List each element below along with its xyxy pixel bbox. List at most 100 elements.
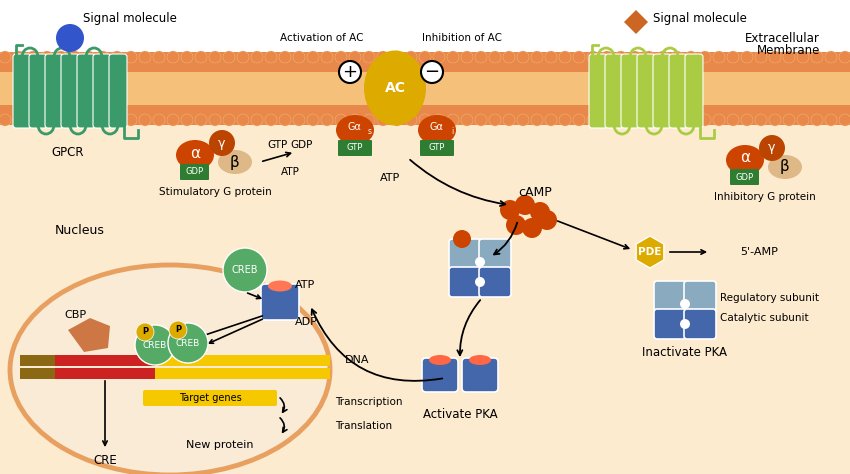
Circle shape	[601, 51, 613, 63]
Circle shape	[755, 114, 767, 126]
Circle shape	[537, 210, 557, 230]
Circle shape	[307, 51, 319, 63]
Text: CBP: CBP	[64, 310, 86, 320]
Bar	[55, 355, 155, 366]
Circle shape	[391, 51, 403, 63]
Circle shape	[522, 218, 542, 238]
Circle shape	[279, 51, 291, 63]
Text: GDP: GDP	[736, 173, 754, 182]
Circle shape	[377, 51, 389, 63]
FancyBboxPatch shape	[605, 54, 623, 128]
Polygon shape	[624, 10, 648, 34]
Ellipse shape	[418, 115, 456, 145]
Circle shape	[83, 51, 95, 63]
Circle shape	[293, 114, 305, 126]
Bar	[20, 355, 330, 366]
Circle shape	[783, 114, 795, 126]
FancyBboxPatch shape	[621, 54, 639, 128]
Circle shape	[181, 51, 193, 63]
Circle shape	[181, 114, 193, 126]
Circle shape	[685, 51, 697, 63]
FancyBboxPatch shape	[684, 309, 716, 339]
Circle shape	[453, 230, 471, 248]
FancyBboxPatch shape	[261, 284, 299, 320]
Circle shape	[657, 51, 669, 63]
Text: i: i	[450, 128, 453, 137]
Circle shape	[363, 114, 375, 126]
Text: GTP: GTP	[428, 144, 445, 153]
Circle shape	[421, 61, 443, 83]
Circle shape	[136, 323, 154, 341]
FancyBboxPatch shape	[730, 169, 759, 185]
Circle shape	[615, 114, 627, 126]
FancyBboxPatch shape	[422, 358, 458, 392]
FancyBboxPatch shape	[684, 281, 716, 311]
FancyBboxPatch shape	[449, 267, 481, 297]
Circle shape	[769, 114, 781, 126]
Circle shape	[811, 51, 823, 63]
FancyBboxPatch shape	[669, 54, 687, 128]
Circle shape	[643, 114, 655, 126]
FancyBboxPatch shape	[653, 54, 671, 128]
Circle shape	[405, 114, 417, 126]
Circle shape	[506, 215, 526, 235]
Circle shape	[13, 51, 25, 63]
Circle shape	[433, 114, 445, 126]
Circle shape	[797, 51, 809, 63]
FancyBboxPatch shape	[13, 54, 31, 128]
Text: Membrane: Membrane	[756, 44, 820, 56]
Text: Inhibitory G protein: Inhibitory G protein	[714, 192, 816, 202]
Circle shape	[223, 51, 235, 63]
Polygon shape	[636, 236, 664, 268]
Text: ATP: ATP	[295, 280, 315, 290]
Text: Gα: Gα	[347, 122, 361, 132]
Bar	[0, 125, 850, 474]
FancyBboxPatch shape	[338, 140, 372, 156]
Circle shape	[167, 114, 179, 126]
Circle shape	[111, 51, 123, 63]
Bar	[0, 52, 850, 72]
Circle shape	[573, 51, 585, 63]
Circle shape	[251, 114, 263, 126]
Circle shape	[55, 114, 67, 126]
Text: cAMP: cAMP	[518, 185, 552, 199]
Circle shape	[755, 51, 767, 63]
Text: γ: γ	[218, 137, 226, 149]
Circle shape	[699, 51, 711, 63]
Ellipse shape	[218, 150, 252, 174]
Circle shape	[657, 114, 669, 126]
Circle shape	[643, 51, 655, 63]
Circle shape	[769, 51, 781, 63]
Circle shape	[461, 51, 473, 63]
Circle shape	[139, 51, 151, 63]
Circle shape	[55, 51, 67, 63]
Text: GDP: GDP	[186, 167, 204, 176]
Text: β: β	[230, 155, 240, 170]
Circle shape	[135, 325, 175, 365]
Ellipse shape	[469, 355, 491, 365]
Circle shape	[391, 114, 403, 126]
Circle shape	[671, 114, 683, 126]
Text: γ: γ	[768, 142, 776, 155]
Circle shape	[447, 51, 459, 63]
Circle shape	[153, 114, 165, 126]
Text: DNA: DNA	[345, 355, 370, 365]
FancyBboxPatch shape	[654, 281, 686, 311]
Circle shape	[517, 114, 529, 126]
Circle shape	[503, 114, 515, 126]
Circle shape	[713, 51, 725, 63]
FancyBboxPatch shape	[143, 390, 277, 406]
Text: Signal molecule: Signal molecule	[83, 11, 177, 25]
Circle shape	[168, 323, 208, 363]
Circle shape	[111, 114, 123, 126]
Circle shape	[839, 51, 850, 63]
Polygon shape	[68, 318, 110, 352]
Circle shape	[489, 51, 501, 63]
Circle shape	[339, 61, 361, 83]
FancyBboxPatch shape	[685, 54, 703, 128]
Text: Transcription: Transcription	[335, 397, 403, 407]
Circle shape	[475, 257, 485, 267]
Bar	[0, 72, 850, 105]
Text: P: P	[175, 326, 181, 335]
Text: CRE: CRE	[94, 454, 116, 466]
